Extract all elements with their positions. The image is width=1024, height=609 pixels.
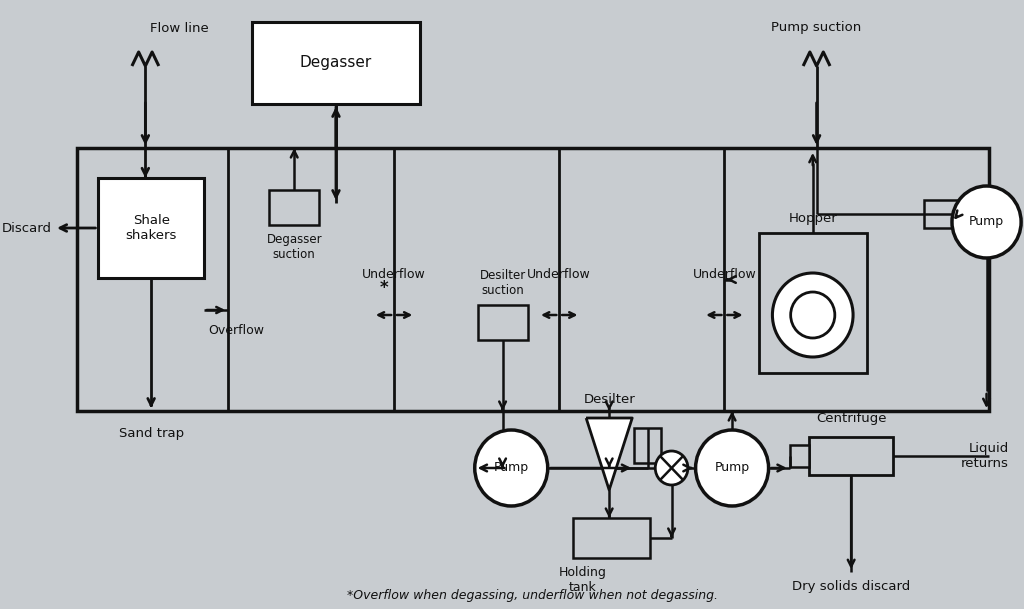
Text: Flow line: Flow line xyxy=(150,21,208,35)
Text: Degasser: Degasser xyxy=(300,55,372,71)
Text: Pump suction: Pump suction xyxy=(771,21,862,35)
Text: Hopper: Hopper xyxy=(788,212,837,225)
Bar xyxy=(634,428,662,463)
Text: Underflow: Underflow xyxy=(692,269,757,281)
Text: Pump: Pump xyxy=(494,462,528,474)
Text: Sand trap: Sand trap xyxy=(119,427,183,440)
Circle shape xyxy=(695,430,769,506)
Text: Liquid
returns: Liquid returns xyxy=(961,442,1009,470)
Bar xyxy=(269,190,319,225)
Circle shape xyxy=(655,451,688,485)
Bar xyxy=(98,178,204,278)
Text: Shale
shakers: Shale shakers xyxy=(126,214,177,242)
Circle shape xyxy=(791,292,835,338)
Text: Degasser
suction: Degasser suction xyxy=(266,233,322,261)
Text: Centrifuge: Centrifuge xyxy=(816,412,887,425)
Bar xyxy=(77,148,989,411)
Bar xyxy=(477,305,527,340)
Text: *Overflow when degassing, underflow when not degassing.: *Overflow when degassing, underflow when… xyxy=(347,590,718,602)
Text: Desilter
suction: Desilter suction xyxy=(479,269,525,297)
Text: Overflow: Overflow xyxy=(209,324,265,337)
Text: Pump: Pump xyxy=(715,462,750,474)
Bar xyxy=(809,437,893,475)
Bar xyxy=(572,518,649,558)
Text: *: * xyxy=(380,279,389,297)
Bar xyxy=(790,445,809,467)
Text: Discard: Discard xyxy=(2,222,52,234)
Bar xyxy=(252,22,420,104)
Bar xyxy=(924,200,958,228)
Text: Underflow: Underflow xyxy=(362,269,426,281)
Circle shape xyxy=(475,430,548,506)
Polygon shape xyxy=(586,418,632,490)
Bar xyxy=(759,233,866,373)
Circle shape xyxy=(772,273,853,357)
Text: Holding
tank: Holding tank xyxy=(558,566,606,594)
Circle shape xyxy=(952,186,1021,258)
Text: Dry solids discard: Dry solids discard xyxy=(792,580,910,593)
Text: Desilter: Desilter xyxy=(584,393,635,406)
Text: Pump: Pump xyxy=(969,216,1005,228)
Text: Underflow: Underflow xyxy=(527,269,591,281)
